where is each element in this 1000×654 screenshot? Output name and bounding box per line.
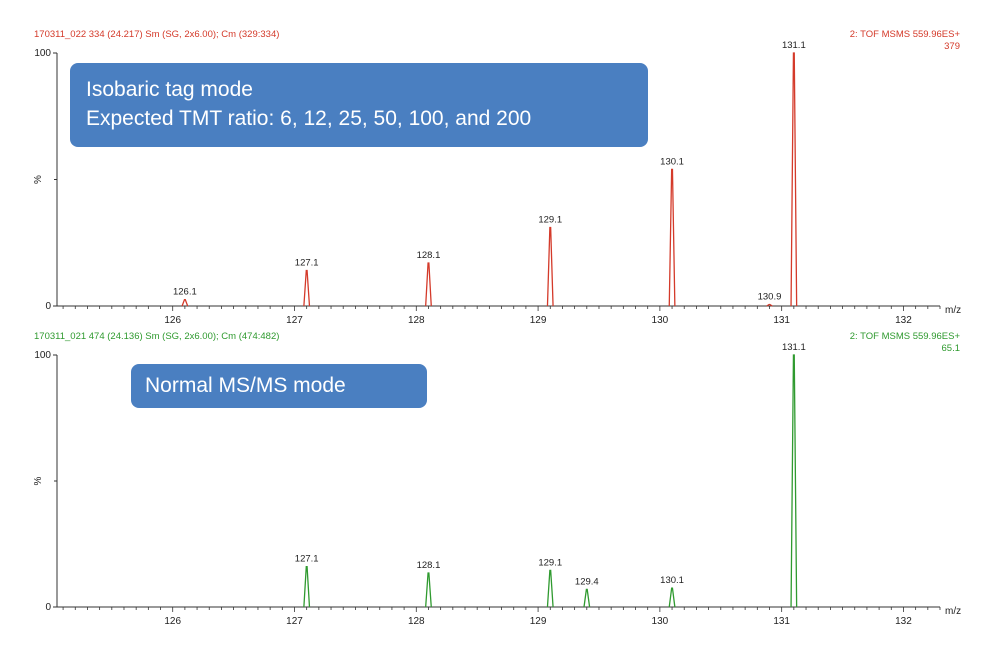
peak-label: 130.9 [758, 291, 782, 302]
x-tick-label: 128 [408, 616, 425, 627]
x-tick-label: 129 [530, 315, 547, 326]
y-axis-label: % [33, 175, 44, 184]
peak-label: 127.1 [295, 258, 319, 269]
spectrum-peak [425, 262, 432, 307]
x-axis-label: m/z [945, 305, 961, 316]
y-tick-label: 0 [45, 301, 51, 312]
spectrum-2-header-left: 170311_021 474 (24.136) Sm (SG, 2x6.00);… [34, 331, 280, 342]
y-tick-label: 100 [34, 350, 51, 361]
isobaric-mode-callout: Isobaric tag mode Expected TMT ratio: 6,… [70, 63, 648, 147]
peak-label: 131.1 [782, 40, 806, 51]
spectrum-peak [766, 303, 773, 307]
peak-label: 126.1 [173, 287, 197, 298]
x-tick-label: 126 [164, 616, 181, 627]
spectrum-peak [790, 354, 798, 608]
spectrum-peak [425, 572, 432, 608]
x-tick-label: 129 [530, 616, 547, 627]
peak-label: 131.1 [782, 342, 806, 353]
x-tick-label: 126 [164, 315, 181, 326]
spectrum-1-header-left: 170311_022 334 (24.217) Sm (SG, 2x6.00);… [34, 29, 280, 40]
spectrum-peak [583, 588, 591, 608]
spectrum-peak [546, 569, 554, 608]
peak-label: 130.1 [660, 156, 684, 167]
normal-mode-callout-title: Normal MS/MS mode [145, 374, 346, 397]
peak-label: 127.1 [295, 554, 319, 565]
x-tick-label: 132 [895, 315, 912, 326]
peak-label: 128.1 [417, 560, 441, 571]
x-axis-label: m/z [945, 606, 961, 617]
y-tick-label: 0 [45, 602, 51, 613]
spectrum-peak [790, 52, 798, 307]
peak-label: 129.1 [538, 215, 562, 226]
spectrum-peak [303, 269, 311, 307]
spectrum-peak [668, 587, 676, 608]
x-tick-label: 127 [286, 616, 303, 627]
spectrum-2-header-right-title: 2: TOF MSMS 559.96ES+ [849, 331, 960, 342]
normal-mode-callout: Normal MS/MS mode [131, 364, 427, 408]
x-tick-label: 127 [286, 315, 303, 326]
x-tick-label: 130 [652, 616, 669, 627]
x-tick-label: 131 [773, 616, 790, 627]
spectrum-2-header-right-intensity: 65.1 [941, 343, 961, 354]
isobaric-mode-callout-ratio: Expected TMT ratio: 6, 12, 25, 50, 100, … [86, 107, 532, 130]
isobaric-mode-callout-title: Isobaric tag mode [86, 78, 253, 101]
spectrum-peak [181, 299, 189, 307]
peak-label: 130.1 [660, 575, 684, 586]
spectrum-peak [303, 566, 311, 608]
y-axis-label: % [33, 476, 44, 485]
x-tick-label: 128 [408, 315, 425, 326]
peak-label: 129.1 [538, 557, 562, 568]
peak-label: 129.4 [575, 576, 599, 587]
x-tick-label: 131 [773, 315, 790, 326]
x-tick-label: 130 [652, 315, 669, 326]
spectrum-1-header-right-title: 2: TOF MSMS 559.96ES+ [849, 29, 960, 40]
spectrum-1-plot: 0 100% 126 127 128 129 130 131 132 m/z 126.1 127.1 1… [33, 40, 961, 326]
spectrum-1-header-right-intensity: 379 [944, 41, 960, 52]
x-tick-label: 132 [895, 616, 912, 627]
spectrum-peak [668, 168, 676, 307]
y-tick-label: 100 [34, 48, 51, 59]
peak-label: 128.1 [417, 250, 441, 261]
spectrum-peak [546, 226, 554, 307]
